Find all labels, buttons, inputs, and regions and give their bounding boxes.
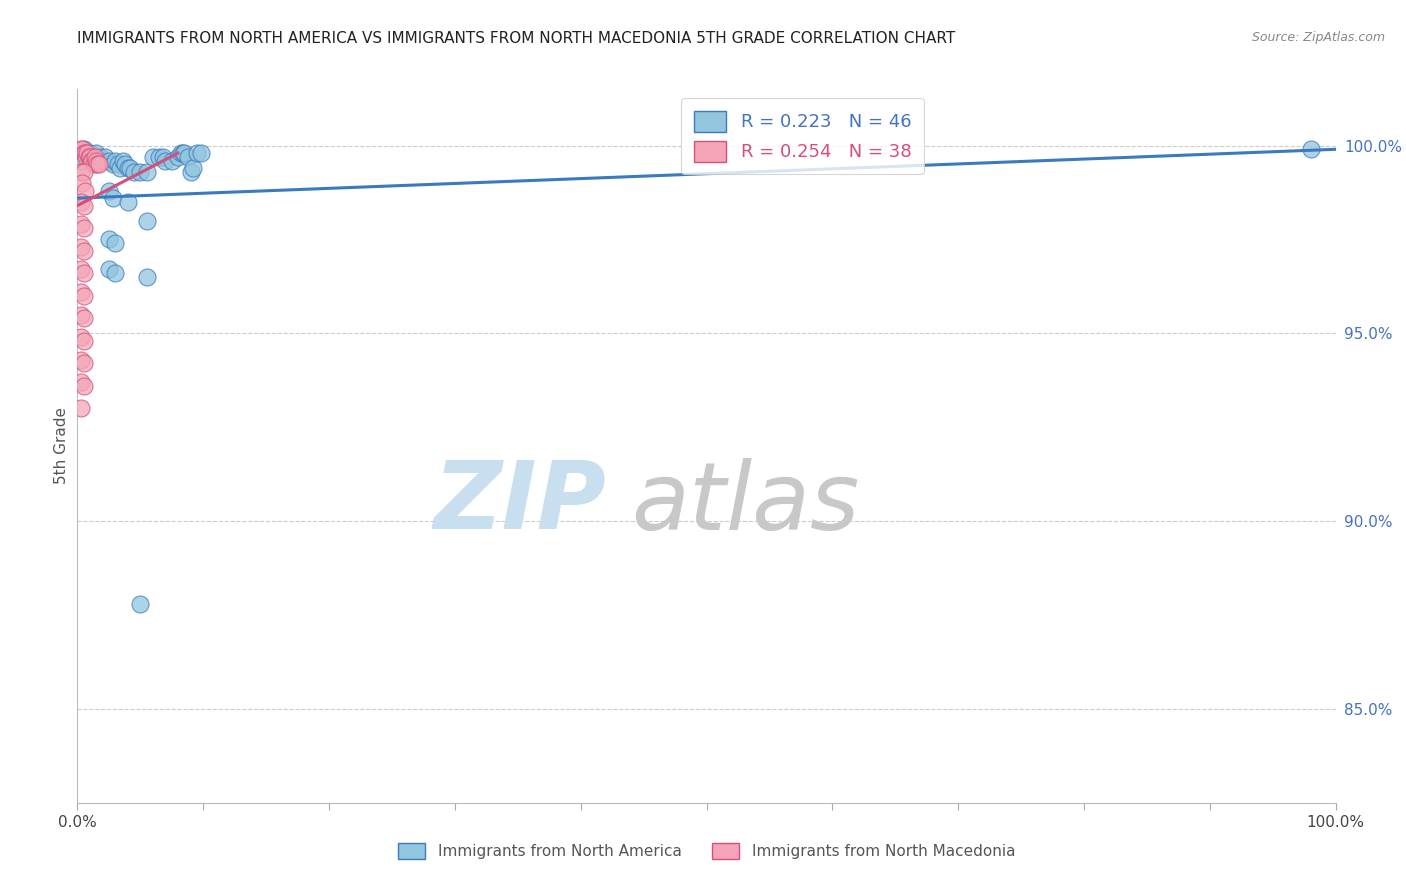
Point (82, 153, 104, 168)
Point (135, 270, 157, 285)
Point (76, 146, 98, 161)
Point (73, 184, 96, 198)
Point (148, 150, 170, 164)
Point (75, 150, 97, 164)
Point (82, 150, 104, 164)
Point (167, 150, 190, 164)
Point (97, 153, 120, 168)
Point (129, 165, 152, 179)
Point (70, 352, 93, 367)
Point (70, 165, 93, 179)
Point (72, 142, 94, 156)
Point (180, 165, 202, 179)
Point (111, 153, 134, 168)
Point (72, 146, 94, 161)
Point (172, 146, 194, 161)
Point (79, 150, 101, 164)
Point (70, 240, 93, 254)
Point (101, 157, 124, 171)
Point (181, 161, 204, 175)
Point (117, 161, 139, 175)
Point (84, 146, 107, 161)
Point (120, 161, 142, 175)
Point (135, 213, 157, 227)
Point (101, 191, 124, 205)
Point (72, 142, 94, 156)
Point (72, 165, 94, 179)
Point (72, 176, 94, 190)
Point (142, 150, 165, 164)
Point (70, 150, 93, 164)
Point (97, 184, 120, 198)
Point (70, 285, 93, 299)
Point (97, 262, 120, 277)
Point (177, 150, 200, 164)
Point (70, 218, 93, 232)
Point (169, 146, 191, 161)
Point (72, 199, 94, 213)
Point (152, 150, 174, 164)
Y-axis label: 5th Grade: 5th Grade (53, 408, 69, 484)
Point (104, 266, 127, 280)
Point (70, 262, 93, 277)
Point (80, 153, 103, 168)
Point (79, 146, 101, 161)
Text: atlas: atlas (631, 458, 859, 549)
Point (97, 232, 120, 246)
Point (72, 221, 94, 235)
Point (86, 157, 108, 171)
Point (72, 311, 94, 326)
Point (135, 165, 157, 179)
Text: Source: ZipAtlas.com: Source: ZipAtlas.com (1251, 31, 1385, 45)
Text: ZIP: ZIP (433, 457, 606, 549)
Point (72, 266, 94, 280)
Point (72, 244, 94, 258)
Point (70, 194, 93, 209)
Legend: Immigrants from North America, Immigrants from North Macedonia: Immigrants from North America, Immigrant… (391, 835, 1022, 866)
Point (155, 153, 177, 168)
Point (117, 194, 139, 209)
Point (89, 150, 111, 164)
Point (70, 401, 93, 416)
Point (70, 308, 93, 322)
Point (122, 165, 145, 179)
Text: IMMIGRANTS FROM NORTH AMERICA VS IMMIGRANTS FROM NORTH MACEDONIA 5TH GRADE CORRE: IMMIGRANTS FROM NORTH AMERICA VS IMMIGRA… (77, 31, 956, 46)
Point (84, 150, 107, 164)
Point (72, 289, 94, 303)
Point (72, 379, 94, 393)
Point (104, 153, 127, 168)
Point (190, 146, 212, 161)
Point (91, 153, 114, 168)
Point (84, 153, 107, 168)
Point (70, 375, 93, 389)
Point (83, 157, 105, 171)
Point (107, 157, 129, 171)
Point (186, 146, 208, 161)
Point (129, 597, 152, 611)
Point (72, 334, 94, 348)
Point (72, 356, 94, 370)
Point (87, 157, 110, 171)
Point (173, 146, 195, 161)
Point (70, 142, 93, 156)
Point (70, 330, 93, 344)
Point (160, 153, 183, 168)
Point (104, 236, 127, 251)
Point (94, 150, 117, 164)
Point (1299, 142, 1322, 156)
Point (108, 161, 131, 175)
Point (73, 146, 96, 161)
Point (114, 157, 136, 171)
Point (72, 153, 94, 168)
Point (77, 150, 100, 164)
